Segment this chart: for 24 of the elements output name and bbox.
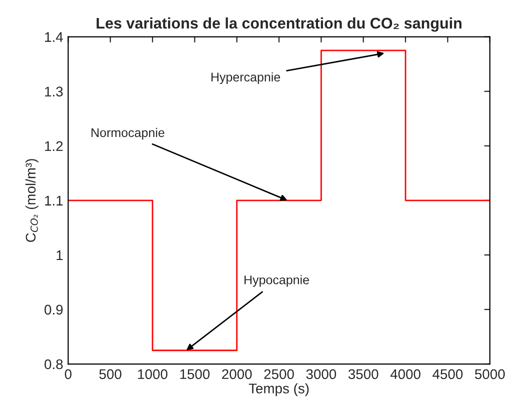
x-axis-title: Temps (s): [248, 383, 309, 396]
x-tick-label: 3000: [306, 369, 336, 380]
x-tick-label: 1500: [180, 369, 210, 380]
x-tick-label: 4500: [432, 369, 463, 380]
x-tick-label: 1000: [138, 369, 168, 380]
y-tick-label: 0.9: [44, 304, 63, 315]
x-tick-label: 2500: [264, 369, 294, 380]
y-tick-label: 1.2: [45, 141, 63, 151]
x-tick-label: 4000: [390, 369, 420, 380]
x-tick-label: 0: [64, 369, 72, 380]
y-tick-label: 1.3: [45, 86, 63, 97]
y-tick-label: 1.1: [45, 196, 63, 206]
x-tick-label: 3500: [348, 369, 378, 380]
x-tick-label: 5000: [474, 369, 505, 380]
annotation: Hypercapnie: [211, 72, 280, 84]
annotation: Hypocapnie: [244, 275, 309, 287]
y-axis-title: C$_{CO₂}$ (mol/m³): [25, 159, 38, 242]
y-tick-label: 1: [56, 250, 63, 260]
chart-title: Les variations de la concentration du CO₂ sanguin: [96, 17, 462, 32]
x-tick-label: 500: [99, 369, 122, 380]
annotation: Normocapnie: [92, 128, 164, 140]
x-tick-label: 2000: [222, 369, 252, 380]
y-tick-label: 1.4: [45, 32, 63, 42]
y-tick-label: 0.8: [44, 359, 63, 370]
